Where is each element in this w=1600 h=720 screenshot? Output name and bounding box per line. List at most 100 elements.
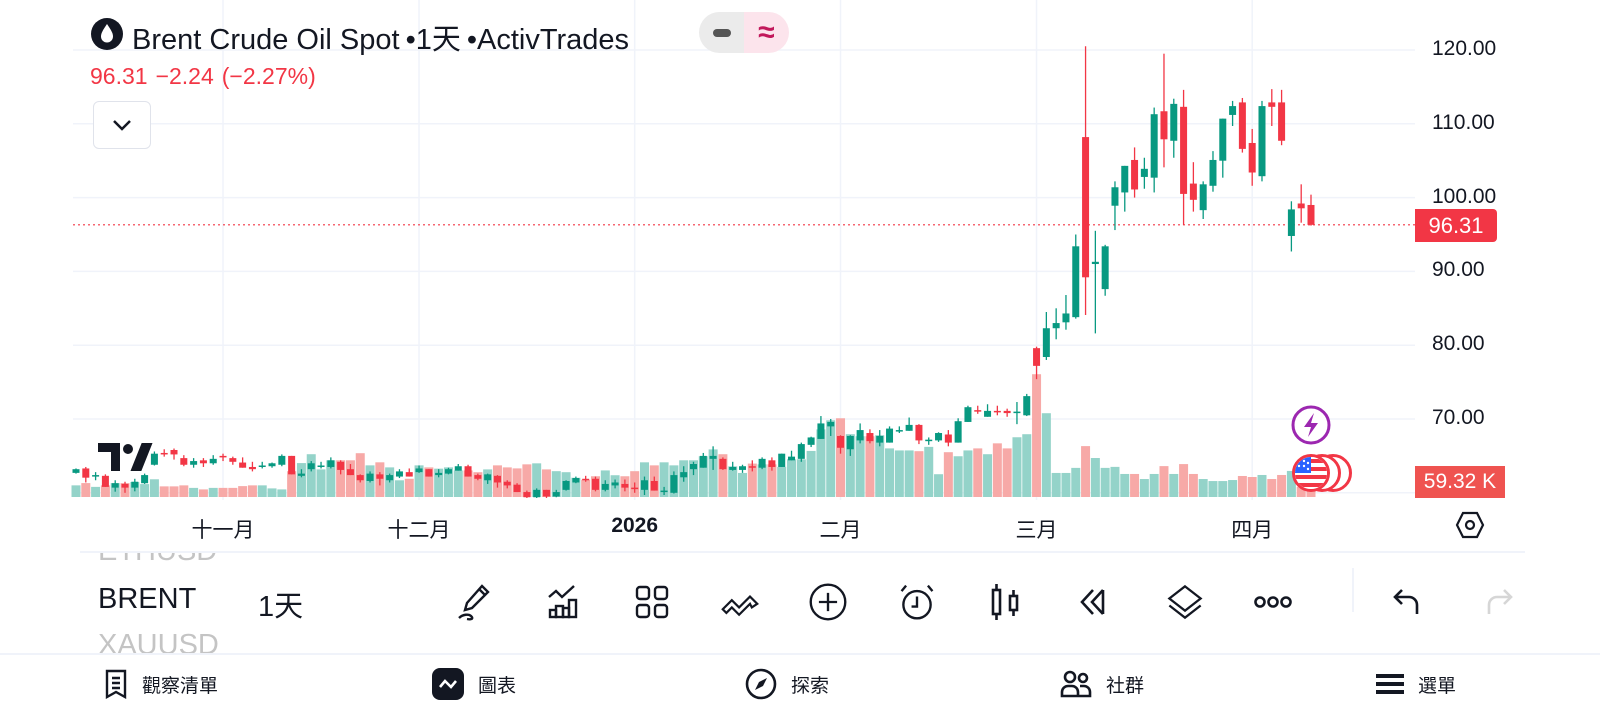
candle-body [346,469,354,476]
candle [670,471,678,494]
economic-events[interactable] [1292,454,1362,494]
candle-body [758,458,766,468]
candle [601,480,609,492]
candle-body [317,465,325,467]
approx-toggle-button[interactable]: ≈ [744,12,789,53]
interval-selector[interactable]: 1天 [258,591,304,623]
nav-explore[interactable]: 探索 [745,664,829,704]
candle [660,486,668,496]
volume-bar [1051,472,1061,497]
candle [503,480,511,489]
symbol-next[interactable]: XAUUSD [98,629,219,653]
replay-icon [1080,589,1105,615]
replay-button[interactable] [1075,582,1115,622]
add-button[interactable] [808,582,848,622]
time-tick-label: 二月 [819,519,862,542]
volume-bar [228,487,238,497]
compass-icon [745,668,777,700]
candle [229,456,237,465]
candle [346,464,354,476]
candle [1131,147,1139,198]
symbol-exchange: •ActivTrades [466,24,630,56]
alert-button[interactable] [897,582,937,622]
volume-bar [787,459,797,497]
symbol-switcher[interactable]: ETHUSD BRENT XAUUSD [98,553,258,653]
indicators-button[interactable] [544,582,584,622]
time-tick-label: 2026 [611,514,659,537]
volume-bar [287,471,297,497]
chart-type-button[interactable] [986,582,1026,622]
volume-bar [443,467,453,497]
candle-body [1307,204,1315,225]
candle-body [1062,313,1070,323]
candle-body [376,474,384,479]
candle [1180,89,1188,225]
collapse-toggle-button[interactable] [699,12,744,53]
candle [768,457,776,471]
drawing-button[interactable] [454,582,494,622]
candle [141,473,149,484]
symbol-prev[interactable]: ETHUSD [98,553,217,568]
volume-bar [698,456,708,497]
lightning-event-icon[interactable] [1290,404,1332,446]
candle [778,453,786,467]
candle [1072,234,1080,319]
redo-button[interactable] [1478,582,1518,622]
volume-bar [777,466,787,497]
layers-button[interactable] [1165,582,1205,622]
candle [425,469,433,477]
volume-bar [914,451,924,497]
candle-body [307,463,315,470]
candle [846,435,854,456]
expand-legend-button[interactable] [93,101,151,149]
nav-community[interactable]: 社群 [1060,664,1144,704]
candle-body [248,466,256,470]
candle-body [415,468,423,473]
candle [248,461,256,472]
volume-bar [326,460,336,497]
candle [699,452,707,468]
candle [542,489,550,498]
nav-watchlist[interactable]: 觀察清單 [104,664,218,704]
volume-bar [757,464,767,497]
nav-chart[interactable]: 圖表 [432,664,516,704]
candle [729,461,737,471]
symbol-title[interactable]: Brent Crude Oil Spot •1天 •ActivTrades [132,16,635,58]
tradingview-logo[interactable] [95,440,157,474]
candle-body [1121,165,1129,193]
chart-settings-icon[interactable] [1455,511,1485,539]
candle [239,457,247,468]
volume-bar [257,485,267,497]
candle [1052,308,1060,340]
volume-bar [1022,434,1032,497]
volume-bar [218,487,228,497]
candle-body [572,478,580,483]
candle [474,473,482,481]
symbol-current[interactable]: BRENT [98,583,197,615]
nav-menu[interactable]: 選單 [1376,664,1456,704]
candle [493,475,501,488]
candle-body [209,458,217,464]
candle [964,405,972,422]
volume-bar [796,459,806,497]
candle-body [1101,246,1109,290]
candle [993,405,1001,416]
volume-bar [463,470,473,497]
candle [974,405,982,414]
trend-tools-button[interactable] [720,582,760,622]
candle-body [454,466,462,471]
indicator-toggle[interactable]: ≈ [699,12,789,53]
candle [631,482,639,493]
nav-label: 圖表 [478,675,517,697]
candle-body [92,475,100,477]
candle [199,458,207,467]
candle-body [160,452,168,455]
price-chart[interactable] [0,0,1600,545]
layouts-button[interactable] [632,582,672,622]
undo-button[interactable] [1388,582,1428,622]
volume-bar [159,486,169,497]
candle-body [935,433,943,441]
more-button[interactable] [1253,582,1293,622]
volume-bar [453,470,463,497]
candle-body [170,449,178,455]
